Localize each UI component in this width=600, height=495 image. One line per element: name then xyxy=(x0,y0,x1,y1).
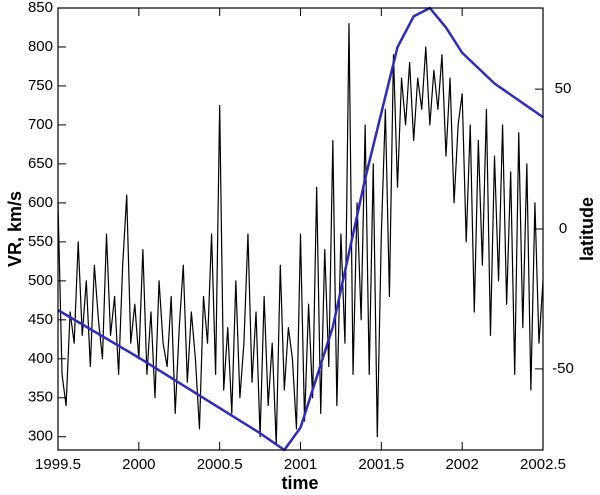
data-line xyxy=(57,6,544,452)
y-tick-label: 400 xyxy=(28,350,53,367)
y-tick-label: 650 xyxy=(28,155,53,172)
y-tick-label: 800 xyxy=(28,38,53,55)
y-tick-label: 550 xyxy=(28,233,53,250)
plot-frame xyxy=(57,7,544,451)
x-tick-label: 2000.5 xyxy=(197,456,243,473)
y-tick-label: 450 xyxy=(28,311,53,328)
y-tick-label: 750 xyxy=(28,77,53,94)
y2-tick-label: 0 xyxy=(559,220,567,237)
x-tick-label: 1999.5 xyxy=(35,456,81,473)
y2-tick-label: -50 xyxy=(552,360,574,377)
y-tick-label: 500 xyxy=(28,272,53,289)
y-tick-label: 350 xyxy=(28,389,53,406)
y-tick-label: 700 xyxy=(28,116,53,133)
y-tick-label: 600 xyxy=(28,194,53,211)
x-tick-label: 2002 xyxy=(445,456,478,473)
y2-axis-label: latitude xyxy=(577,197,597,261)
x-tick-label: 2001 xyxy=(284,456,317,473)
x-tick-label: 2001.5 xyxy=(358,456,404,473)
y-axis-label: VR, km/s xyxy=(5,191,25,267)
data-line xyxy=(57,22,544,446)
y-tick-label: 850 xyxy=(28,0,53,16)
y-tick-label: 300 xyxy=(28,428,53,445)
x-tick-label: 2002.5 xyxy=(520,456,566,473)
x-tick-label: 2000 xyxy=(122,456,155,473)
y2-tick-label: 50 xyxy=(555,80,572,97)
x-axis-label: time xyxy=(281,473,318,493)
